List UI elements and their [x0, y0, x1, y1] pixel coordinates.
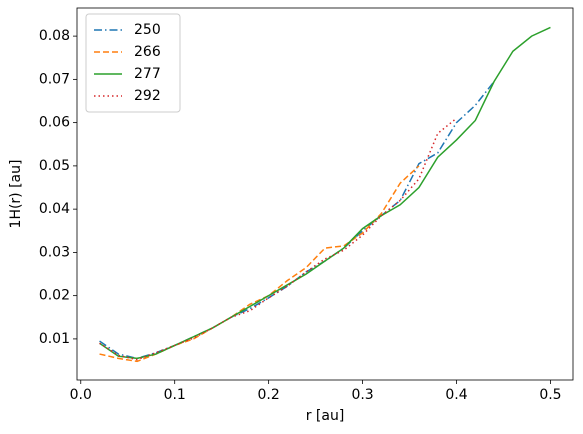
- series-line: [99, 81, 495, 360]
- y-tick-label: 0.08: [39, 28, 70, 44]
- x-tick-label: 0.1: [164, 387, 186, 403]
- legend-label: 250: [134, 22, 161, 38]
- legend-label: 292: [134, 88, 161, 104]
- x-tick-label: 0.4: [445, 387, 467, 403]
- y-tick-label: 0.01: [39, 331, 70, 347]
- x-tick-label: 0.0: [70, 387, 92, 403]
- legend-label: 266: [134, 44, 161, 60]
- y-tick-label: 0.05: [39, 158, 70, 174]
- series-line: [99, 117, 457, 361]
- x-tick-label: 0.3: [351, 387, 373, 403]
- x-tick-label: 0.5: [539, 387, 561, 403]
- x-tick-label: 0.2: [258, 387, 280, 403]
- x-axis-label: r [au]: [306, 408, 345, 424]
- legend: 250 266 277 292: [85, 13, 181, 113]
- series-line: [99, 165, 420, 363]
- y-tick-label: 0.03: [39, 244, 70, 260]
- y-tick-label: 0.06: [39, 115, 70, 131]
- y-axis-label: 1H(r) [au]: [8, 160, 24, 229]
- legend-label: 277: [134, 66, 161, 82]
- y-tick-label: 0.04: [39, 201, 70, 217]
- legend-box: [85, 13, 181, 113]
- plot-frame: [76, 7, 574, 381]
- y-tick-label: 0.07: [39, 71, 70, 87]
- y-tick-label: 0.02: [39, 288, 70, 304]
